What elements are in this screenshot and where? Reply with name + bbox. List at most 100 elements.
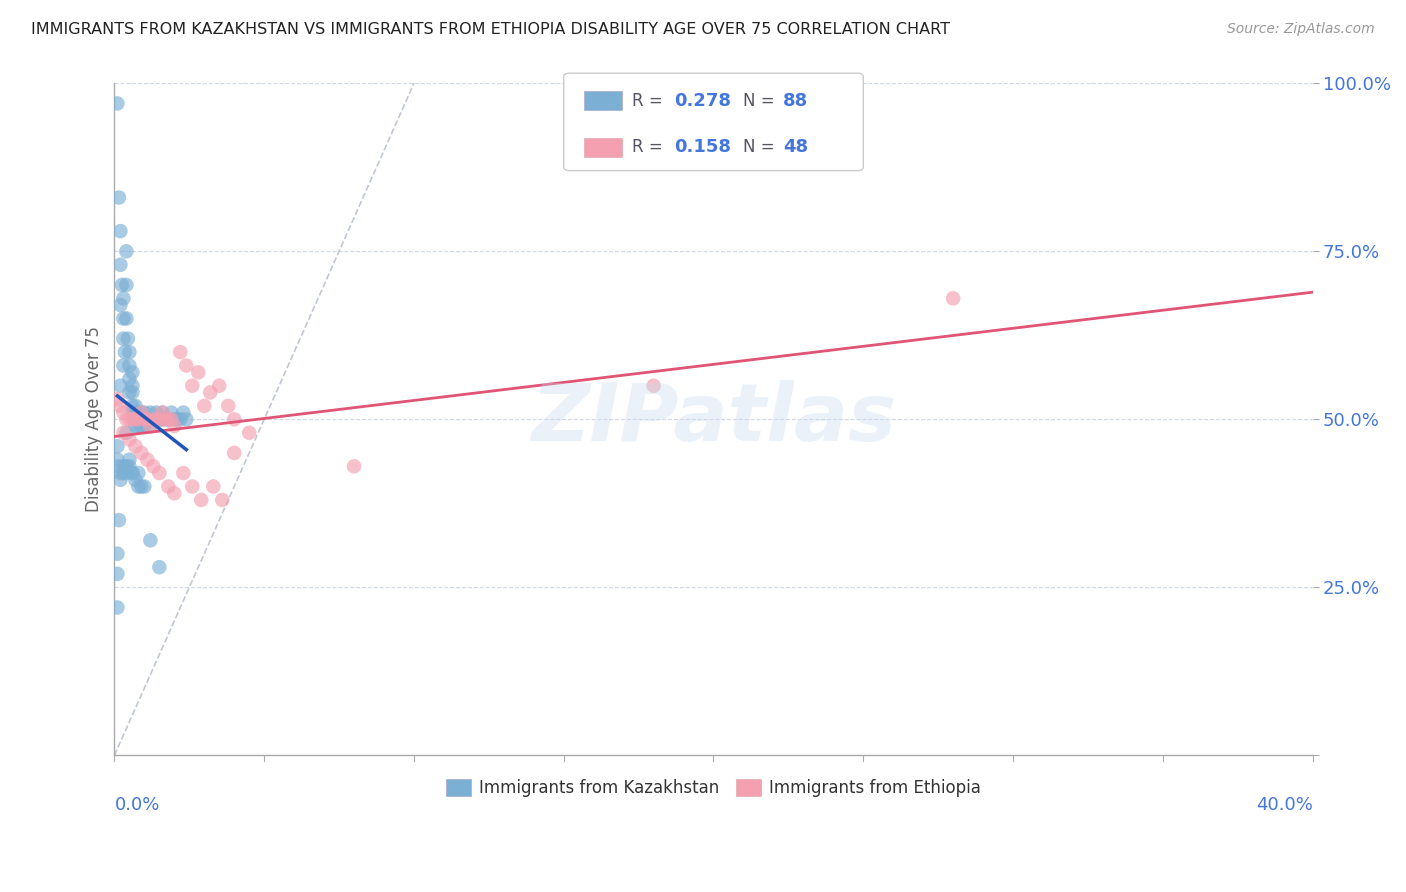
Point (224, 446, 246, 460)
Y-axis label: Disability Age Over 75: Disability Age Over 75 (86, 326, 103, 512)
Point (136, 412, 159, 426)
Point (117, 332, 139, 346)
Point (134, 419, 156, 434)
Point (110, 298, 132, 312)
Point (118, 459, 141, 474)
Point (148, 560, 170, 574)
Point (127, 466, 149, 480)
Point (160, 412, 183, 426)
Point (107, 392, 129, 406)
Point (112, 406, 135, 420)
Text: R =: R = (633, 92, 668, 110)
Point (115, 311, 138, 326)
Point (155, 412, 177, 426)
Point (121, 399, 143, 413)
Text: 0.158: 0.158 (673, 138, 731, 156)
Point (134, 406, 156, 420)
Point (145, 412, 167, 426)
Point (112, 425, 135, 440)
Point (150, 406, 173, 420)
Point (163, 486, 186, 500)
Point (127, 406, 149, 420)
Point (131, 479, 153, 493)
Point (124, 473, 146, 487)
Point (121, 378, 143, 392)
Point (187, 365, 209, 379)
Point (157, 412, 180, 426)
Point (157, 412, 180, 426)
Point (131, 406, 153, 420)
Point (176, 359, 198, 373)
Point (166, 412, 188, 426)
Point (163, 419, 186, 434)
Point (181, 378, 204, 392)
Point (121, 412, 143, 426)
FancyBboxPatch shape (583, 137, 623, 156)
Point (107, 96, 129, 111)
Point (127, 412, 149, 426)
Point (142, 412, 165, 426)
Point (139, 419, 162, 434)
Point (110, 466, 132, 480)
Point (112, 291, 135, 305)
Point (200, 385, 222, 400)
Point (108, 190, 131, 204)
Point (169, 412, 191, 426)
Point (112, 466, 135, 480)
Legend: Immigrants from Kazakhstan, Immigrants from Ethiopia: Immigrants from Kazakhstan, Immigrants f… (439, 772, 988, 805)
Point (142, 459, 165, 474)
Point (131, 412, 153, 426)
Point (131, 446, 153, 460)
Point (190, 492, 212, 507)
Point (134, 412, 156, 426)
Point (238, 425, 260, 440)
Point (131, 419, 153, 434)
Point (155, 412, 177, 426)
Point (124, 412, 146, 426)
Text: 0.278: 0.278 (673, 92, 731, 110)
Point (118, 372, 141, 386)
Point (111, 277, 134, 292)
Point (124, 439, 146, 453)
Point (118, 359, 141, 373)
Point (169, 345, 191, 359)
Text: Source: ZipAtlas.com: Source: ZipAtlas.com (1227, 22, 1375, 37)
Point (107, 547, 129, 561)
Point (136, 452, 159, 467)
Point (193, 399, 215, 413)
Text: 88: 88 (783, 92, 808, 110)
Point (124, 419, 146, 434)
Point (127, 479, 149, 493)
Point (115, 459, 138, 474)
Point (107, 439, 129, 453)
Point (145, 412, 167, 426)
Point (942, 291, 965, 305)
Point (134, 412, 156, 426)
Point (139, 406, 162, 420)
Point (136, 412, 159, 426)
Point (131, 406, 153, 420)
Point (148, 412, 170, 426)
Point (121, 406, 143, 420)
Point (107, 600, 129, 615)
Point (172, 406, 194, 420)
Point (127, 412, 149, 426)
Point (139, 533, 162, 548)
Point (160, 406, 183, 420)
Point (118, 385, 141, 400)
Point (157, 479, 180, 493)
Point (121, 385, 143, 400)
Point (148, 466, 170, 480)
Point (343, 459, 366, 474)
Point (139, 412, 162, 426)
Point (142, 412, 165, 426)
Text: N =: N = (744, 138, 780, 156)
Text: 0.0%: 0.0% (114, 796, 160, 814)
Point (121, 466, 143, 480)
Point (107, 452, 129, 467)
Point (115, 412, 138, 426)
Point (134, 412, 156, 426)
Point (136, 412, 159, 426)
Point (127, 419, 149, 434)
Point (121, 466, 143, 480)
